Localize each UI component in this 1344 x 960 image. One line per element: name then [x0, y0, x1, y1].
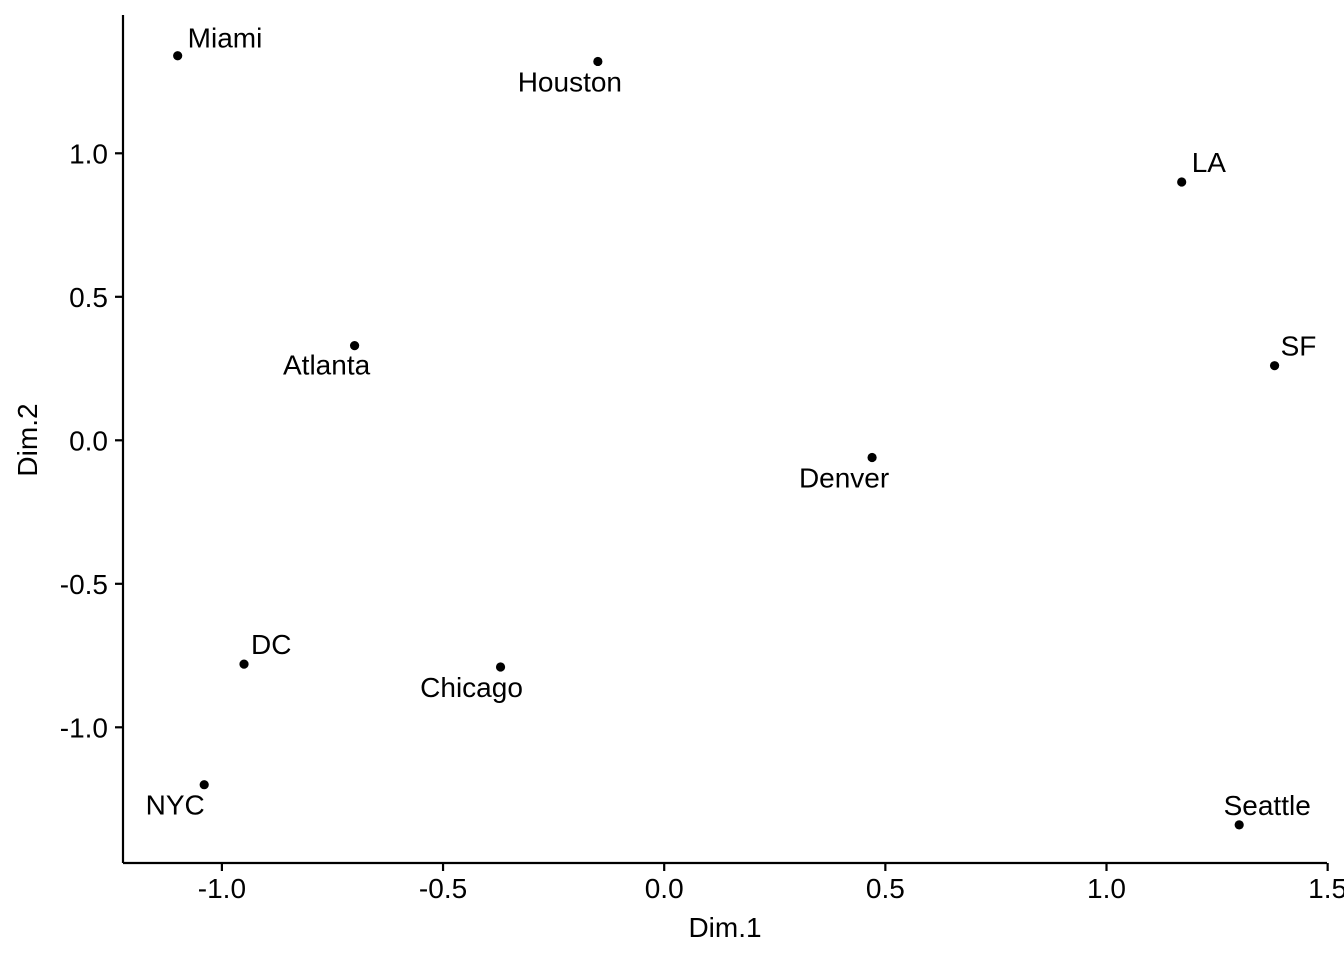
- x-tick-label: -1.0: [198, 873, 246, 904]
- point-label-la: LA: [1192, 147, 1227, 178]
- point-nyc: [199, 780, 209, 790]
- point-label-dc: DC: [251, 629, 291, 660]
- point-label-chicago: Chicago: [420, 672, 523, 703]
- point-houston: [593, 56, 603, 67]
- y-tick-label: 0.0: [69, 425, 108, 456]
- data-points: Miami Houston LA SF Atlanta Denver DC Chicago NY…: [146, 23, 1317, 830]
- point-seattle: [1234, 820, 1244, 830]
- x-tick-label: 1.5: [1308, 873, 1344, 904]
- point-miami: [173, 51, 183, 61]
- axes: -1.0 -0.5 0.0 0.5 1.0 1.5 -1.0 -0.5 0.0 0.5 1.0: [60, 15, 1344, 904]
- x-axis-ticks: -1.0 -0.5 0.0 0.5 1.0 1.5: [198, 863, 1344, 904]
- point-label-sf: SF: [1281, 331, 1317, 362]
- point-label-denver: Denver: [799, 463, 889, 494]
- x-tick-label: 1.0: [1087, 873, 1126, 904]
- point-chicago: [495, 662, 506, 672]
- x-tick-label: 0.5: [866, 873, 905, 904]
- x-axis-title: Dim.1: [688, 912, 761, 943]
- point-dc: [239, 659, 249, 669]
- y-tick-label: 0.5: [69, 282, 108, 313]
- y-tick-label: -1.0: [60, 712, 108, 743]
- point-label-nyc: NYC: [146, 790, 205, 821]
- y-tick-label: 1.0: [69, 138, 108, 169]
- x-tick-label: -0.5: [419, 873, 467, 904]
- point-label-miami: Miami: [188, 23, 263, 54]
- y-axis-ticks: -1.0 -0.5 0.0 0.5 1.0: [60, 138, 123, 743]
- point-la: [1177, 177, 1187, 187]
- point-atlanta: [349, 340, 360, 351]
- y-axis-title: Dim.2: [12, 403, 43, 476]
- point-label-houston: Houston: [518, 66, 622, 97]
- point-label-atlanta: Atlanta: [283, 350, 371, 381]
- point-sf: [1269, 361, 1280, 371]
- point-label-seattle: Seattle: [1224, 790, 1311, 821]
- y-tick-label: -0.5: [60, 569, 108, 600]
- point-denver: [867, 452, 877, 463]
- x-tick-label: 0.0: [645, 873, 684, 904]
